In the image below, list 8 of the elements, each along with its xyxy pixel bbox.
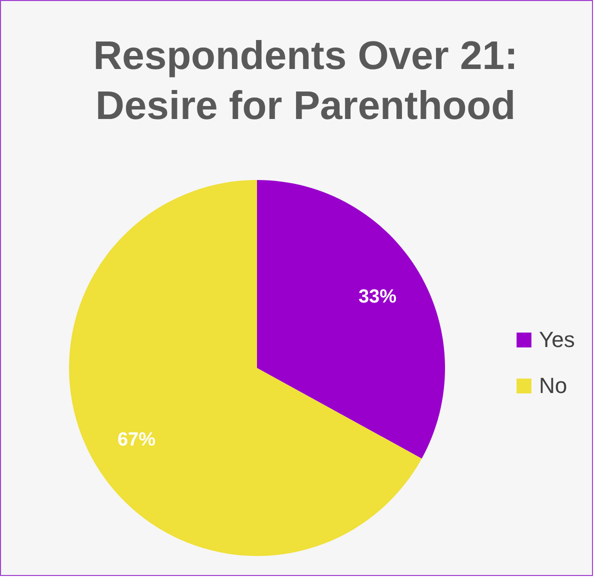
legend-label: No <box>539 373 568 398</box>
text: Respondents Over 21: <box>93 34 518 78</box>
text: Desire for Parenthood <box>95 84 516 128</box>
legend-label: Yes <box>539 327 575 352</box>
pie-slice <box>69 180 422 556</box>
pie-slice <box>257 180 445 459</box>
data-label: 67% <box>117 429 156 450</box>
data-label: 33% <box>358 286 397 308</box>
